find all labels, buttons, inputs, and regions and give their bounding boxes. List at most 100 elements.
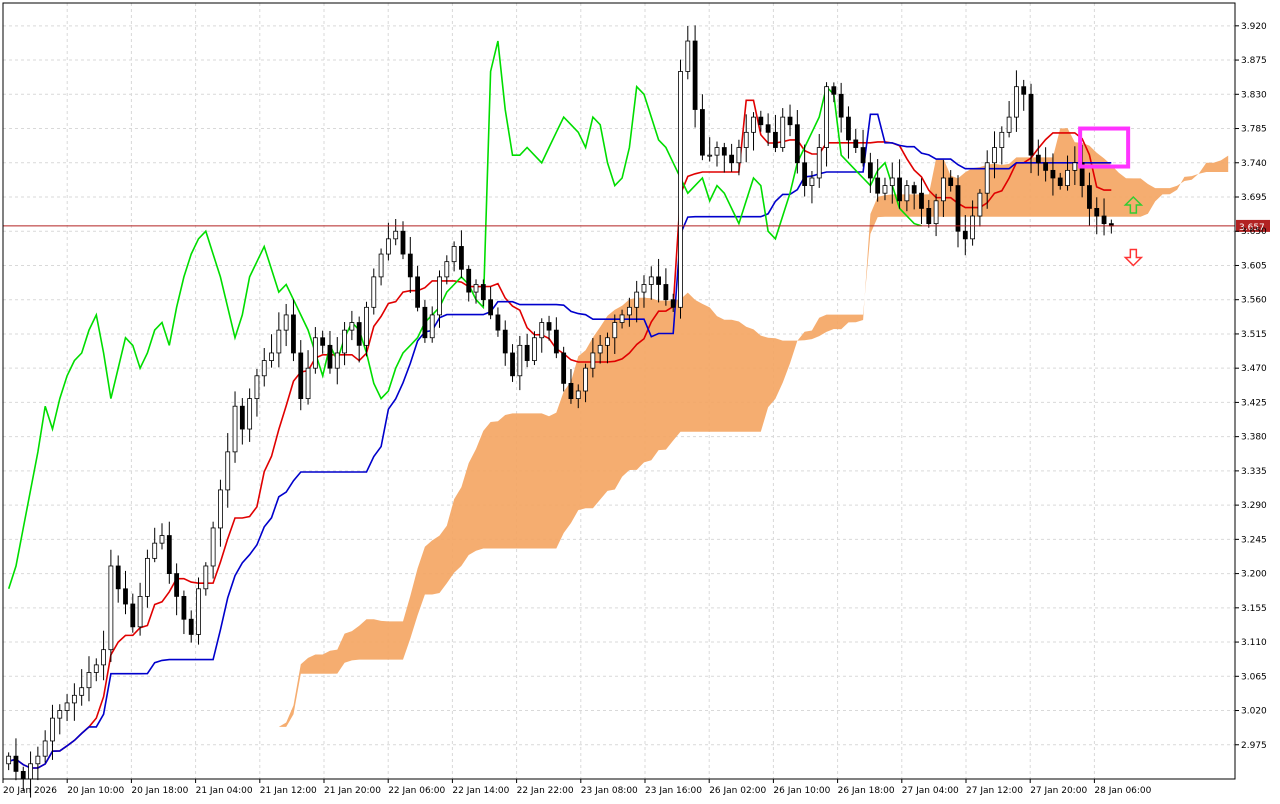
candle-body (473, 284, 479, 293)
kumo-cloud (198, 128, 1229, 769)
candle-body (809, 177, 815, 186)
candle-body (429, 314, 435, 339)
candle-body (276, 329, 282, 354)
candle-body (451, 246, 457, 263)
candle-body (342, 329, 347, 354)
candle-body (247, 398, 253, 430)
candle-body (502, 329, 508, 354)
candle-body (692, 40, 698, 110)
candle-body (605, 337, 610, 346)
x-tick-label: 26 Jan 10:00 (773, 786, 830, 796)
candle-body (889, 177, 895, 186)
highlight-box (1078, 126, 1131, 169)
x-tick-label: 20 Jan 2026 (3, 786, 57, 796)
candle-body (86, 672, 92, 689)
y-tick-label: 3.830 (1241, 90, 1267, 100)
y-tick-label: 3.560 (1241, 296, 1267, 306)
candle-body (685, 40, 691, 72)
candle-body (590, 352, 596, 369)
x-tick-label: 22 Jan 14:00 (452, 786, 509, 796)
candle-body (371, 276, 377, 308)
candle-body (524, 344, 530, 361)
candle-body (108, 565, 114, 651)
candle-body (1006, 116, 1012, 133)
tenkan-sen-line (8, 99, 1112, 769)
candle-body (385, 238, 391, 255)
candle-body (670, 299, 676, 308)
candle-body (305, 367, 311, 400)
candle-body (269, 352, 274, 361)
candle-body (1014, 86, 1019, 118)
x-tick-label: 22 Jan 06:00 (388, 786, 445, 796)
candle-body (1035, 154, 1041, 164)
y-tick-label: 3.200 (1241, 570, 1267, 580)
candle-body (145, 557, 150, 597)
candle-body (546, 322, 552, 331)
candle-body (64, 702, 70, 711)
candle-body (407, 253, 413, 278)
x-tick-label: 27 Jan 04:00 (902, 786, 959, 796)
candle-body (28, 763, 33, 780)
candle-body (940, 177, 946, 202)
y-tick-label: 3.020 (1241, 707, 1267, 717)
candle-body (758, 116, 764, 126)
x-tick-label: 22 Jan 22:00 (517, 786, 574, 796)
candle-body (962, 230, 968, 240)
candles (6, 25, 1114, 798)
candle-body (882, 185, 888, 194)
candle-body (955, 185, 961, 232)
candle-body (802, 162, 808, 186)
y-tick-label: 3.380 (1241, 433, 1267, 443)
candle-body (261, 360, 267, 377)
x-tick-label: 27 Jan 20:00 (1030, 786, 1087, 796)
candle-body (327, 344, 333, 369)
candle-body (1057, 177, 1063, 186)
x-tick-label: 21 Jan 12:00 (260, 786, 317, 796)
x-tick-label: 26 Jan 18:00 (838, 786, 895, 796)
candle-body (539, 322, 545, 339)
candle-body (93, 664, 99, 673)
candle-body (334, 352, 340, 369)
plot-frame (2, 2, 1236, 780)
candle-body (999, 131, 1005, 148)
candle-body (137, 596, 143, 628)
candle-body (663, 284, 669, 301)
y-tick-label: 3.470 (1241, 364, 1267, 374)
x-tick-label: 28 Jan 06:00 (1094, 786, 1151, 796)
x-tick-label: 21 Jan 20:00 (324, 786, 381, 796)
candle-body (312, 337, 318, 369)
candle-body (700, 109, 705, 156)
candle-body (1021, 86, 1027, 95)
chikou-span-line (7, 40, 922, 590)
y-tick-label: 3.065 (1241, 672, 1267, 682)
candle-body (320, 337, 326, 346)
candle-body (736, 147, 742, 164)
candle-body (948, 177, 954, 186)
candle-body (378, 253, 384, 278)
candle-body (1043, 162, 1049, 171)
candle-body (123, 588, 128, 605)
candle-body (575, 390, 581, 400)
grid (2, 3, 1235, 779)
candle-body (188, 618, 194, 635)
candle-body (225, 451, 231, 491)
y-tick-label: 3.695 (1241, 193, 1267, 203)
candle-body (1094, 208, 1100, 217)
candle-body (721, 147, 727, 156)
candle-body (853, 139, 859, 148)
candle-body (459, 246, 464, 270)
candle-body (422, 306, 428, 339)
candle-body (517, 344, 523, 377)
candle-body (1050, 169, 1056, 179)
x-tick-label: 26 Jan 02:00 (709, 786, 766, 796)
candle-body (1065, 169, 1070, 186)
current-price-label: 3.657 (1239, 223, 1265, 233)
y-tick-label: 3.515 (1241, 330, 1267, 340)
candle-body (875, 177, 881, 194)
current-price-badge (1236, 219, 1270, 232)
candle-body (729, 154, 735, 164)
candle-body (283, 314, 289, 331)
y-tick-label: 3.875 (1241, 56, 1267, 66)
candle-body (364, 306, 369, 346)
candle-body (239, 405, 245, 430)
